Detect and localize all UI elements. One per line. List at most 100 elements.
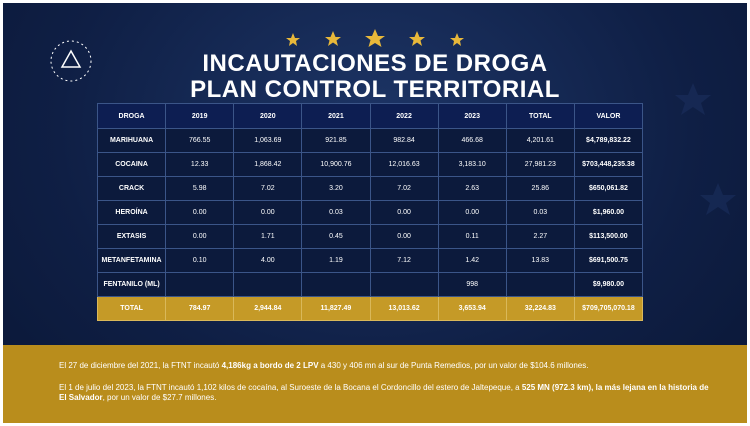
cell: 32,224.83 — [505, 296, 575, 321]
cell: 921.85 — [301, 128, 371, 153]
footer-text: , por un valor de $27.7 millones. — [102, 393, 217, 402]
cell: 1.71 — [233, 224, 303, 249]
cell: 0.00 — [437, 200, 507, 225]
cell — [165, 272, 235, 297]
cell: 4,201.61 — [505, 128, 575, 153]
cell: $4,789,832.22 — [573, 128, 644, 153]
emblem — [50, 40, 92, 82]
cell — [233, 272, 303, 297]
table-row: MARIHUANA 766.55 1,063.69 921.85 982.84 466.6… — [96, 128, 644, 153]
table-row: EXTASIS 0.00 1.71 0.45 0.00 0.11 2.27 $113,500.… — [96, 224, 644, 249]
cell: 998 — [437, 272, 507, 297]
cell: 784.97 — [165, 296, 235, 321]
cell: 27,981.23 — [505, 152, 575, 177]
cell: 766.55 — [165, 128, 235, 153]
cell — [505, 272, 575, 297]
cell: 25.86 — [505, 176, 575, 201]
cell — [369, 272, 439, 297]
slide: INCAUTACIONES DE DROGA PLAN CONTROL TERR… — [3, 3, 747, 423]
row-label: DROGA — [96, 103, 167, 129]
cell: TOTAL — [505, 103, 575, 129]
footer-text: El 27 de diciembre del 2021, la FTNT inc… — [59, 361, 222, 370]
footer-text: El 1 de julio del 2023, la FTNT incautó … — [59, 383, 522, 392]
cell: 2.63 — [437, 176, 507, 201]
cell: $1,960.00 — [573, 200, 644, 225]
decoration — [50, 29, 736, 215]
cell: 3,653.94 — [437, 296, 507, 321]
cell: $703,448,235.38 — [573, 152, 644, 177]
footer-text: 4,186kg a bordo de 2 LPV — [221, 361, 319, 370]
row-label: HEROÍNA — [96, 200, 167, 225]
cell: 4.00 — [233, 248, 303, 273]
cell: 12,016.63 — [369, 152, 439, 177]
cell: 2020 — [233, 103, 303, 129]
cell: 3.20 — [301, 176, 371, 201]
cell: 13.83 — [505, 248, 575, 273]
cell: 0.00 — [165, 224, 235, 249]
cell: 2021 — [301, 103, 371, 129]
row-label: CRACK — [96, 176, 167, 201]
row-label: MARIHUANA — [96, 128, 167, 153]
footer: El 27 de diciembre del 2021, la FTNT inc… — [3, 345, 747, 423]
cell: 466.68 — [437, 128, 507, 153]
cell: 10,900.76 — [301, 152, 371, 177]
cell: 2022 — [369, 103, 439, 129]
cell: 3,183.10 — [437, 152, 507, 177]
footer-text: 525 MN (972.3 km), la más lejana en la h… — [59, 383, 709, 402]
footer-paragraph: El 1 de julio del 2023, la FTNT incautó … — [59, 383, 709, 403]
cell: 5.98 — [165, 176, 235, 201]
cell: 0.10 — [165, 248, 235, 273]
cell: 0.03 — [505, 200, 575, 225]
table-row: METANFETAMINA 0.10 4.00 1.19 7.12 1.42 13.83 $6… — [96, 248, 644, 273]
row-label: FENTANILO (ML) — [96, 272, 167, 297]
cell: VALOR — [573, 103, 644, 129]
cell: 0.00 — [233, 200, 303, 225]
table-row: DROGA 2019 2020 2021 2022 2023 TOTAL VALOR — [96, 103, 644, 129]
cell: 1.19 — [301, 248, 371, 273]
cell: 0.45 — [301, 224, 371, 249]
cell: 2019 — [165, 103, 235, 129]
cell: $691,500.75 — [573, 248, 644, 273]
stars — [286, 29, 464, 47]
cell: $113,500.00 — [573, 224, 644, 249]
cell: 7.02 — [233, 176, 303, 201]
cell: 0.11 — [437, 224, 507, 249]
cell: 7.02 — [369, 176, 439, 201]
title-line: INCAUTACIONES DE DROGA — [202, 50, 548, 77]
cell: 0.03 — [301, 200, 371, 225]
row-label: EXTASIS — [96, 224, 167, 249]
cell: 1,063.69 — [233, 128, 303, 153]
footer-text: a 430 y 406 mn al sur de Punta Remedios,… — [318, 361, 589, 370]
footer-paragraph: El 27 de diciembre del 2021, la FTNT inc… — [59, 361, 709, 371]
table: DROGA 2019 2020 2021 2022 2023 TOTAL VALOR MARIH… — [96, 103, 644, 321]
cell: 2023 — [437, 103, 507, 129]
cell: 2.27 — [505, 224, 575, 249]
cell: 11,827.49 — [301, 296, 371, 321]
table-row: CRACK 5.98 7.02 3.20 7.02 2.63 25.86 $650,061.8… — [96, 176, 644, 201]
title-line: PLAN CONTROL TERRITORIAL — [190, 76, 560, 103]
cell: 982.84 — [369, 128, 439, 153]
cell: 0.00 — [165, 200, 235, 225]
table-row: FENTANILO (ML) 998 $9,980.00 — [96, 272, 644, 297]
table-row: COCAINA 12.33 1,868.42 10,900.76 12,016.63 3,… — [96, 152, 644, 177]
table-row: TOTAL 784.97 2,944.84 11,827.49 13,013.62 3,6… — [96, 296, 644, 321]
bg-stars — [675, 83, 736, 215]
cell: 1,868.42 — [233, 152, 303, 177]
cell: $9,980.00 — [573, 272, 644, 297]
cell: 7.12 — [369, 248, 439, 273]
cell: 0.00 — [369, 224, 439, 249]
row-label: TOTAL — [96, 296, 167, 321]
cell: 13,013.62 — [369, 296, 439, 321]
row-label: METANFETAMINA — [96, 248, 167, 273]
cell: 1.42 — [437, 248, 507, 273]
cell — [301, 272, 371, 297]
cell: 0.00 — [369, 200, 439, 225]
table-row: HEROÍNA 0.00 0.00 0.03 0.00 0.00 0.03 $1,960.00 — [96, 200, 644, 225]
title: INCAUTACIONES DE DROGA PLAN CONTROL TERR… — [3, 51, 747, 103]
cell: 2,944.84 — [233, 296, 303, 321]
row-label: COCAINA — [96, 152, 167, 177]
cell: $709,705,070.18 — [573, 296, 644, 321]
cell: 12.33 — [165, 152, 235, 177]
cell: $650,061.82 — [573, 176, 644, 201]
